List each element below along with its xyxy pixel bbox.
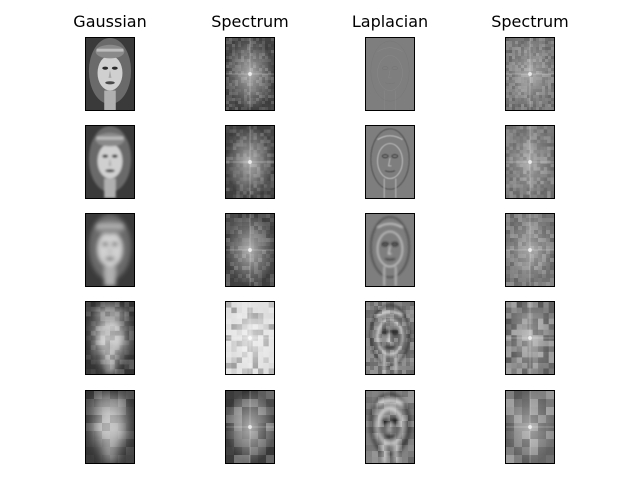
laplacian-level-2-image — [365, 213, 415, 287]
column-title-spectrum-gaussian: Spectrum — [211, 12, 289, 31]
gaussian-spectrum-level-2-image — [225, 213, 275, 287]
gaussian-level-4-image — [85, 390, 135, 464]
laplacian-level-3-image — [365, 301, 415, 375]
gaussian-spectrum-level-4-image — [225, 390, 275, 464]
gaussian-level-2-image — [85, 213, 135, 287]
laplacian-level-1-image — [365, 125, 415, 199]
gaussian-spectrum-level-0-image — [225, 37, 275, 111]
laplacian-spectrum-level-0-image — [505, 37, 555, 111]
laplacian-spectrum-level-2-image — [505, 213, 555, 287]
gaussian-level-3-image — [85, 301, 135, 375]
laplacian-level-4-image — [365, 390, 415, 464]
gaussian-level-0-image — [85, 37, 135, 111]
laplacian-spectrum-level-3-image — [505, 301, 555, 375]
column-title-gaussian: Gaussian — [73, 12, 147, 31]
laplacian-spectrum-level-4-image — [505, 390, 555, 464]
laplacian-spectrum-level-1-image — [505, 125, 555, 199]
gaussian-spectrum-level-1-image — [225, 125, 275, 199]
gaussian-level-1-image — [85, 125, 135, 199]
laplacian-level-0-image — [365, 37, 415, 111]
column-title-spectrum-laplacian: Spectrum — [491, 12, 569, 31]
gaussian-spectrum-level-3-image — [225, 301, 275, 375]
column-title-laplacian: Laplacian — [351, 12, 429, 31]
